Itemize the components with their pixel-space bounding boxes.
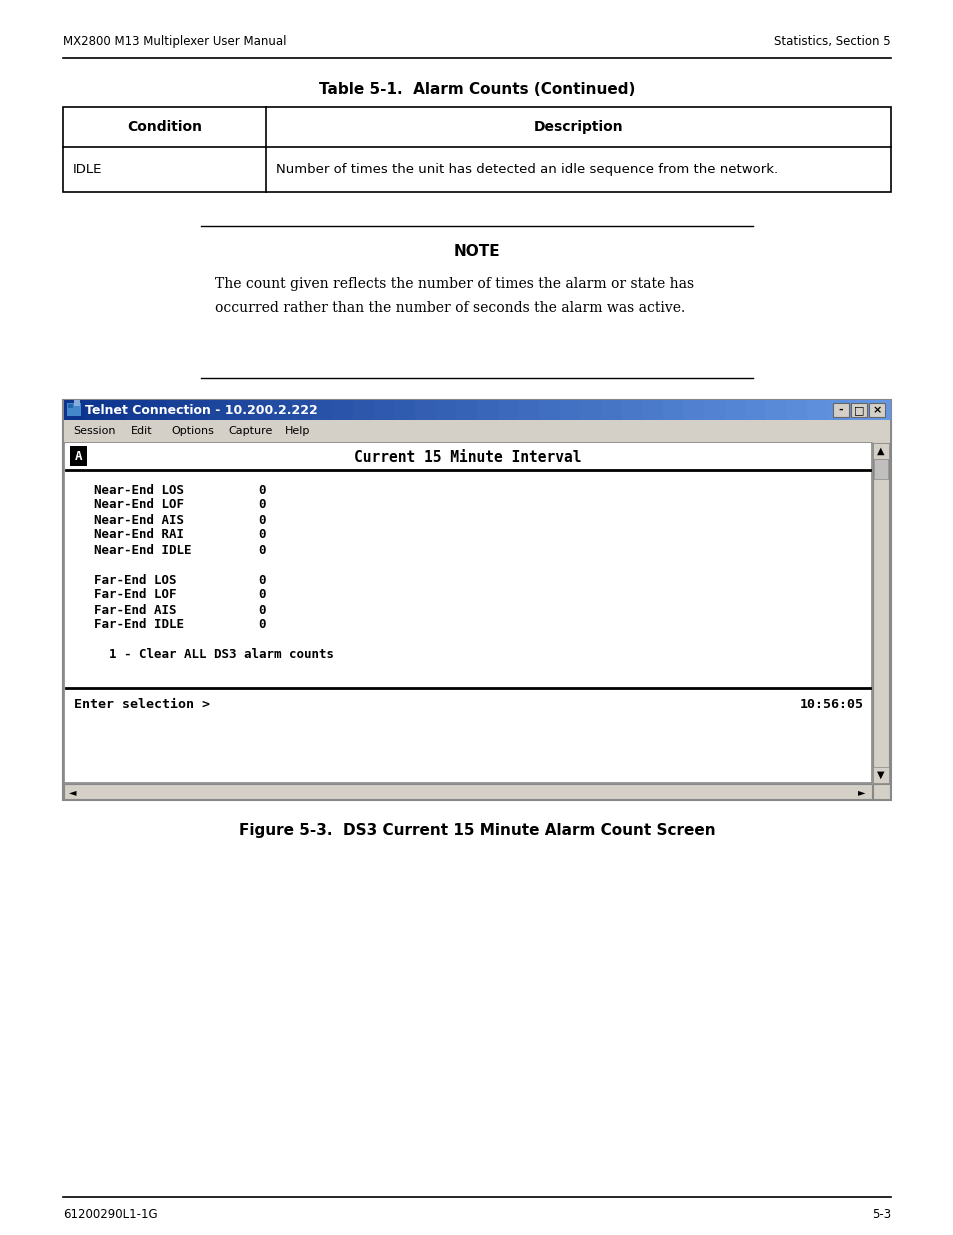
Bar xyxy=(64,784,871,799)
Bar xyxy=(105,400,127,420)
Bar xyxy=(167,400,189,420)
Bar xyxy=(353,400,375,420)
Bar xyxy=(806,400,828,420)
Bar xyxy=(332,400,354,420)
Bar xyxy=(63,107,890,191)
Text: Near-End IDLE         0: Near-End IDLE 0 xyxy=(94,543,266,557)
Bar xyxy=(415,400,436,420)
Text: ►: ► xyxy=(858,787,864,797)
Text: Figure 5-3.  DS3 Current 15 Minute Alarm Count Screen: Figure 5-3. DS3 Current 15 Minute Alarm … xyxy=(238,823,715,837)
Bar xyxy=(374,400,395,420)
Bar xyxy=(538,400,560,420)
Text: Near-End LOF          0: Near-End LOF 0 xyxy=(94,499,266,511)
Bar xyxy=(436,400,456,420)
Bar xyxy=(579,400,601,420)
Bar xyxy=(559,400,580,420)
Bar xyxy=(868,403,884,417)
Bar xyxy=(291,400,313,420)
Text: 1 - Clear ALL DS3 alarm counts: 1 - Clear ALL DS3 alarm counts xyxy=(94,648,334,662)
Bar xyxy=(64,443,871,783)
Text: Far-End AIS           0: Far-End AIS 0 xyxy=(94,604,266,616)
Text: Condition: Condition xyxy=(127,120,202,135)
Bar xyxy=(641,400,663,420)
Bar xyxy=(662,400,684,420)
Text: Near-End LOS          0: Near-End LOS 0 xyxy=(94,483,266,496)
Bar xyxy=(456,400,477,420)
Bar xyxy=(497,400,518,420)
Bar xyxy=(744,400,766,420)
Text: ▼: ▼ xyxy=(877,769,883,781)
Bar xyxy=(873,459,887,479)
Bar xyxy=(476,400,498,420)
Bar xyxy=(786,400,807,420)
Text: NOTE: NOTE xyxy=(454,245,499,259)
Bar xyxy=(65,443,870,469)
Text: 10:56:05: 10:56:05 xyxy=(800,698,863,710)
Bar xyxy=(765,400,787,420)
Text: IDLE: IDLE xyxy=(73,163,102,177)
Text: ◄: ◄ xyxy=(70,787,76,797)
Text: ×: × xyxy=(871,405,881,415)
Text: Number of times the unit has detected an idle sequence from the network.: Number of times the unit has detected an… xyxy=(275,163,777,177)
Text: Edit: Edit xyxy=(131,426,152,436)
Bar xyxy=(600,400,622,420)
Text: occurred rather than the number of seconds the alarm was active.: occurred rather than the number of secon… xyxy=(214,301,684,315)
Bar xyxy=(85,400,106,420)
Bar xyxy=(872,443,888,783)
Bar xyxy=(68,404,73,408)
Bar xyxy=(64,400,86,420)
Text: The count given reflects the number of times the alarm or state has: The count given reflects the number of t… xyxy=(214,277,694,291)
Text: ▲: ▲ xyxy=(877,446,883,456)
Bar xyxy=(126,400,148,420)
Bar xyxy=(850,403,866,417)
Bar xyxy=(63,400,890,800)
Bar xyxy=(229,400,251,420)
Bar xyxy=(394,400,416,420)
Bar xyxy=(70,446,87,466)
Text: Capture: Capture xyxy=(228,426,273,436)
Bar xyxy=(188,400,210,420)
Bar xyxy=(250,400,272,420)
Text: Help: Help xyxy=(285,426,310,436)
Bar xyxy=(682,400,704,420)
Text: Table 5-1.  Alarm Counts (Continued): Table 5-1. Alarm Counts (Continued) xyxy=(318,83,635,98)
Text: Description: Description xyxy=(533,120,622,135)
Text: Near-End AIS          0: Near-End AIS 0 xyxy=(94,514,266,526)
Bar xyxy=(868,400,890,420)
Bar xyxy=(64,421,889,441)
Text: Near-End RAI          0: Near-End RAI 0 xyxy=(94,529,266,541)
Bar xyxy=(67,403,81,416)
Bar xyxy=(703,400,725,420)
Bar xyxy=(621,400,642,420)
Text: A: A xyxy=(74,450,82,462)
Text: 61200290L1-1G: 61200290L1-1G xyxy=(63,1209,157,1221)
Text: 5-3: 5-3 xyxy=(871,1209,890,1221)
Text: Session: Session xyxy=(73,426,115,436)
Text: Far-End LOF           0: Far-End LOF 0 xyxy=(94,589,266,601)
Bar xyxy=(872,443,888,459)
Bar xyxy=(312,400,334,420)
Text: Far-End IDLE          0: Far-End IDLE 0 xyxy=(94,619,266,631)
Bar xyxy=(827,400,849,420)
Bar xyxy=(872,767,888,783)
Text: MX2800 M13 Multiplexer User Manual: MX2800 M13 Multiplexer User Manual xyxy=(63,36,286,48)
Text: Telnet Connection - 10.200.2.222: Telnet Connection - 10.200.2.222 xyxy=(85,405,317,417)
Bar xyxy=(74,400,80,406)
Bar xyxy=(832,403,848,417)
Text: -: - xyxy=(838,405,842,415)
Bar xyxy=(209,400,230,420)
Text: Enter selection >: Enter selection > xyxy=(74,698,210,710)
Bar xyxy=(271,400,292,420)
Bar xyxy=(147,400,168,420)
Text: Options: Options xyxy=(171,426,213,436)
Text: Current 15 Minute Interval: Current 15 Minute Interval xyxy=(354,450,581,464)
Text: □: □ xyxy=(853,405,863,415)
Bar xyxy=(517,400,539,420)
Text: Statistics, Section 5: Statistics, Section 5 xyxy=(774,36,890,48)
Bar xyxy=(848,400,869,420)
Bar xyxy=(724,400,745,420)
Text: Far-End LOS           0: Far-End LOS 0 xyxy=(94,573,266,587)
Bar xyxy=(872,784,889,799)
